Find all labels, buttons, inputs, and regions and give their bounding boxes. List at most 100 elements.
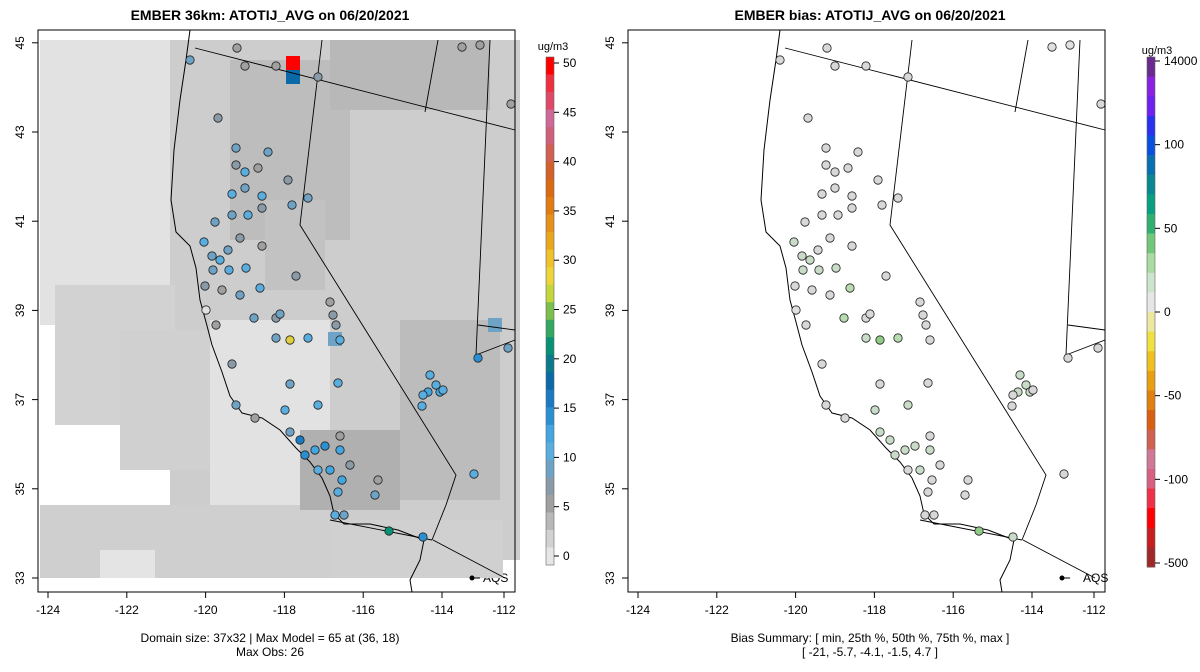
monitor-site [925, 335, 935, 345]
monitor-site [797, 251, 807, 261]
monitor-site [935, 460, 945, 470]
right-title: EMBER bias: ATOTIJ_AVG on 06/20/2021 [734, 7, 1005, 23]
colorbar-swatch [1147, 527, 1155, 548]
state-border [1022, 539, 1096, 579]
monitor-site [257, 191, 267, 201]
monitor-site [473, 353, 483, 363]
monitor-site [817, 189, 827, 199]
monitor-site [825, 290, 835, 300]
monitor-site [213, 113, 223, 123]
grid-cell [330, 520, 503, 578]
colorbar-swatch [1147, 135, 1155, 156]
monitor-site [223, 245, 233, 255]
grid-cell-max [286, 56, 300, 70]
y-tick-label: 43 [13, 125, 27, 139]
monitor-site [300, 450, 310, 460]
monitor-site [921, 320, 931, 330]
monitor-site [903, 400, 913, 410]
x-tick-label: -114 [1020, 603, 1043, 617]
monitor-site [313, 400, 323, 410]
monitor-site [249, 313, 259, 323]
monitor-site [438, 385, 448, 395]
plot-frame [37, 29, 516, 593]
colorbar-swatch [546, 249, 554, 268]
colorbar-swatch [546, 442, 554, 461]
monitor-site [200, 281, 210, 291]
monitor-site [833, 210, 843, 220]
monitor-site [325, 465, 335, 475]
monitor-site [915, 297, 925, 307]
monitor-site [893, 193, 903, 203]
monitor-site [231, 400, 241, 410]
right-colorbar-unit: ug/m3 [1142, 45, 1173, 57]
y-tick-label: 33 [603, 571, 617, 585]
monitor-site [210, 217, 220, 227]
monitor-site [877, 200, 887, 210]
colorbar-swatch [546, 284, 554, 303]
colorbar-swatch [546, 424, 554, 443]
colorbar-swatch [546, 197, 554, 216]
grid-cell [40, 505, 330, 578]
x-tick-label: -122 [115, 603, 139, 617]
monitor-site [240, 183, 250, 193]
monitor-site [240, 167, 250, 177]
grid-cell [400, 320, 500, 500]
monitor-site [861, 333, 871, 343]
monitor-site [303, 193, 313, 203]
x-tick-label: -120 [194, 603, 218, 617]
monitor-site [822, 43, 832, 53]
colorbar-swatch [1147, 57, 1155, 78]
x-tick-label: -112 [492, 603, 515, 617]
monitor-site [207, 251, 217, 261]
monitor-site [1063, 353, 1073, 363]
colorbar-swatch [546, 214, 554, 233]
y-tick-label: 39 [13, 303, 27, 317]
monitor-site [890, 450, 900, 460]
monitor-site [840, 413, 850, 423]
grid-cell [330, 40, 490, 110]
colorbar-tick-label: 50 [1164, 221, 1178, 235]
monitor-site [271, 333, 281, 343]
y-tick-label: 41 [603, 214, 617, 228]
monitor-site [201, 305, 211, 315]
monitor-site [303, 333, 313, 343]
colorbar-swatch [546, 389, 554, 408]
monitor-site [813, 245, 823, 255]
monitor-site [263, 147, 273, 157]
monitor-site [923, 487, 933, 497]
colorbar-swatch [546, 494, 554, 513]
monitor-site [893, 333, 903, 343]
left-title: EMBER 36km: ATOTIJ_AVG on 06/20/2021 [131, 7, 410, 23]
monitor-site [325, 297, 335, 307]
monitor-site [925, 431, 935, 441]
y-tick-label: 37 [13, 393, 27, 407]
colorbar-swatch [546, 354, 554, 373]
monitor-site [843, 163, 853, 173]
monitor-site [807, 285, 817, 295]
colorbar-tick-label: -500 [1164, 556, 1188, 570]
state-border [329, 519, 433, 541]
colorbar-swatch [546, 337, 554, 356]
x-tick-label: -118 [863, 603, 886, 617]
monitor-site [235, 290, 245, 300]
colorbar-tick-label: -100 [1164, 472, 1188, 486]
colorbar-swatch [1147, 547, 1155, 568]
monitor-site [313, 465, 323, 475]
monitor-site [885, 435, 895, 445]
colorbar-swatch [1147, 429, 1155, 450]
colorbar-swatch [546, 319, 554, 338]
monitor-site [910, 441, 920, 451]
y-tick-label: 45 [13, 36, 27, 50]
monitor-site [825, 233, 835, 243]
x-tick-label: -112 [1082, 603, 1105, 617]
monitor-site [255, 283, 265, 293]
colorbar-swatch [1147, 468, 1155, 490]
colorbar-tick-label: 50 [563, 56, 577, 70]
x-tick-label: -124 [36, 603, 60, 617]
colorbar-swatch [546, 407, 554, 426]
monitor-site [903, 465, 913, 475]
colorbar-tick-label: 20 [563, 352, 577, 366]
monitor-site [875, 335, 885, 345]
monitor-site [241, 263, 251, 273]
